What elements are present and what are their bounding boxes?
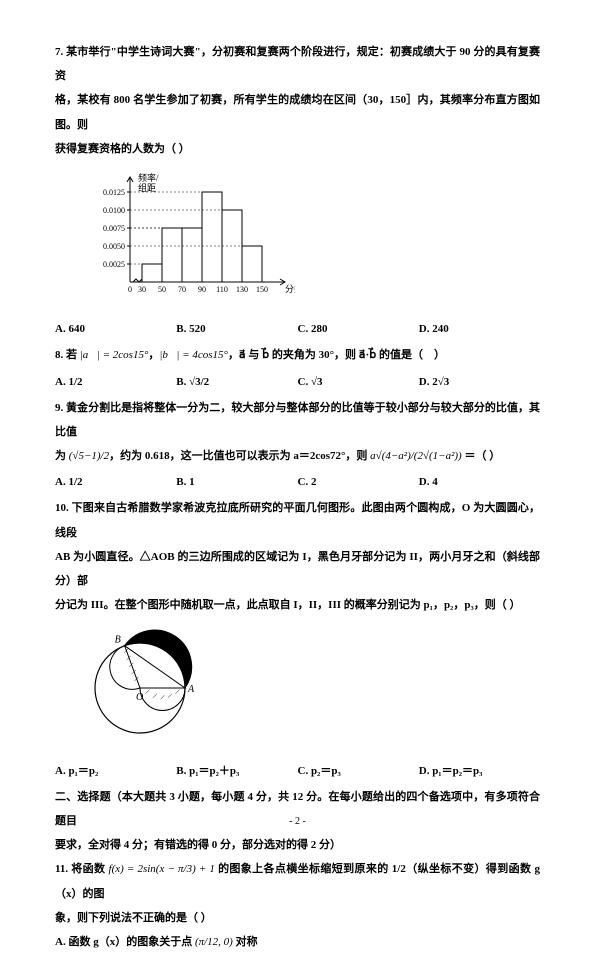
svg-text:90: 90	[198, 285, 206, 294]
q10-choice-c: C. p₂＝p₃	[298, 759, 419, 783]
q7-line1: 7. 某市举行"中学生诗词大赛"，分初赛和复赛两个阶段进行，规定：初赛成绩大于 …	[55, 40, 540, 88]
q7-line2: 格，某校有 800 名学生参加了初赛，所有学生的成绩均在区间（30，150］内，…	[55, 88, 540, 136]
q8-choice-b: B. √3/2	[176, 370, 297, 394]
svg-text:B: B	[115, 635, 121, 646]
q7-choice-d: D. 240	[419, 317, 540, 341]
q9-choice-a: A. 1/2	[55, 470, 176, 494]
svg-text:A: A	[187, 684, 195, 695]
q8-choice-a: A. 1/2	[55, 370, 176, 394]
svg-text:0.0125: 0.0125	[103, 188, 125, 197]
q7-histogram: 频率/组距 0.0025 0.0050 0.0075 0.0100 0.0125 0 30 50…	[85, 167, 540, 311]
svg-text:频率/: 频率/	[138, 172, 159, 183]
q9-choice-b: B. 1	[176, 470, 297, 494]
q8-choice-d: D. 2√3	[419, 370, 540, 394]
svg-text:O: O	[136, 692, 143, 703]
q10-choices: A. p₁＝p₂ B. p₁＝p₂＋p₃ C. p₂＝p₃ D. p₁＝p₂＝p…	[55, 759, 540, 783]
q8-choice-c: C. √3	[298, 370, 419, 394]
page-number: - 2 -	[0, 816, 595, 827]
q7-line3: 获得复赛资格的人数为（ ）	[55, 137, 540, 161]
svg-text:50: 50	[158, 285, 166, 294]
q11-line1: 11. 将函数 f(x) = 2sin(x − π/3) + 1 的图象上各点横…	[55, 857, 540, 905]
section2-title2: 要求，全对得 4 分；有错选的得 0 分，部分选对的得 2 分）	[55, 833, 540, 857]
q8-line1: 8. 若 |a⃗| = 2cos15°，|b⃗| = 4cos15°，a⃗ 与 …	[55, 343, 540, 367]
q7-choices: A. 640 B. 520 C. 280 D. 240	[55, 317, 540, 341]
svg-text:70: 70	[178, 285, 186, 294]
svg-text:0.0100: 0.0100	[103, 206, 125, 215]
q9-choice-d: D. 4	[419, 470, 540, 494]
q11-line2: 象，则下列说法不正确的是（ ）	[55, 906, 540, 930]
svg-text:分数: 分数	[285, 283, 295, 294]
q8-choices: A. 1/2 B. √3/2 C. √3 D. 2√3	[55, 370, 540, 394]
q10-line1: 10. 下图来自古希腊数学家希波克拉底所研究的平面几何图形。此图由两个圆构成，O…	[55, 496, 540, 544]
svg-text:110: 110	[216, 285, 228, 294]
q7-choice-b: B. 520	[176, 317, 297, 341]
q11-optA: A. 函数 g（x）的图象关于点 (π/12, 0) 对称	[55, 930, 540, 954]
q10-choice-d: D. p₁＝p₂＝p₃	[419, 759, 540, 783]
svg-text:0.0025: 0.0025	[103, 260, 125, 269]
q10-choice-b: B. p₁＝p₂＋p₃	[176, 759, 297, 783]
q10-line3: 分记为 III。在整个图形中随机取一点，此点取自 I，II，III 的概率分别记…	[55, 593, 540, 617]
q10-choice-a: A. p₁＝p₂	[55, 759, 176, 783]
svg-text:150: 150	[256, 285, 268, 294]
svg-text:30: 30	[138, 285, 146, 294]
q9-choice-c: C. 2	[298, 470, 419, 494]
q9-line1: 9. 黄金分割比是指将整体一分为二，较大部分与整体部分的比值等于较小部分与较大部…	[55, 396, 540, 444]
q9-choices: A. 1/2 B. 1 C. 2 D. 4	[55, 470, 540, 494]
svg-text:组距: 组距	[138, 182, 156, 193]
svg-text:0.0050: 0.0050	[103, 242, 125, 251]
svg-text:130: 130	[236, 285, 248, 294]
q10-diagram: O A B	[85, 623, 540, 752]
svg-text:0.0075: 0.0075	[103, 224, 125, 233]
q10-line2: AB 为小圆直径。△AOB 的三边所围成的区域记为 I，黑色月牙部分记为 II，…	[55, 545, 540, 593]
svg-text:0: 0	[128, 285, 132, 294]
q9-line2: 为 (√5−1)/2，约为 0.618，这一比值也可以表示为 a＝2cos72°…	[55, 444, 540, 468]
q7-choice-a: A. 640	[55, 317, 176, 341]
q7-choice-c: C. 280	[298, 317, 419, 341]
